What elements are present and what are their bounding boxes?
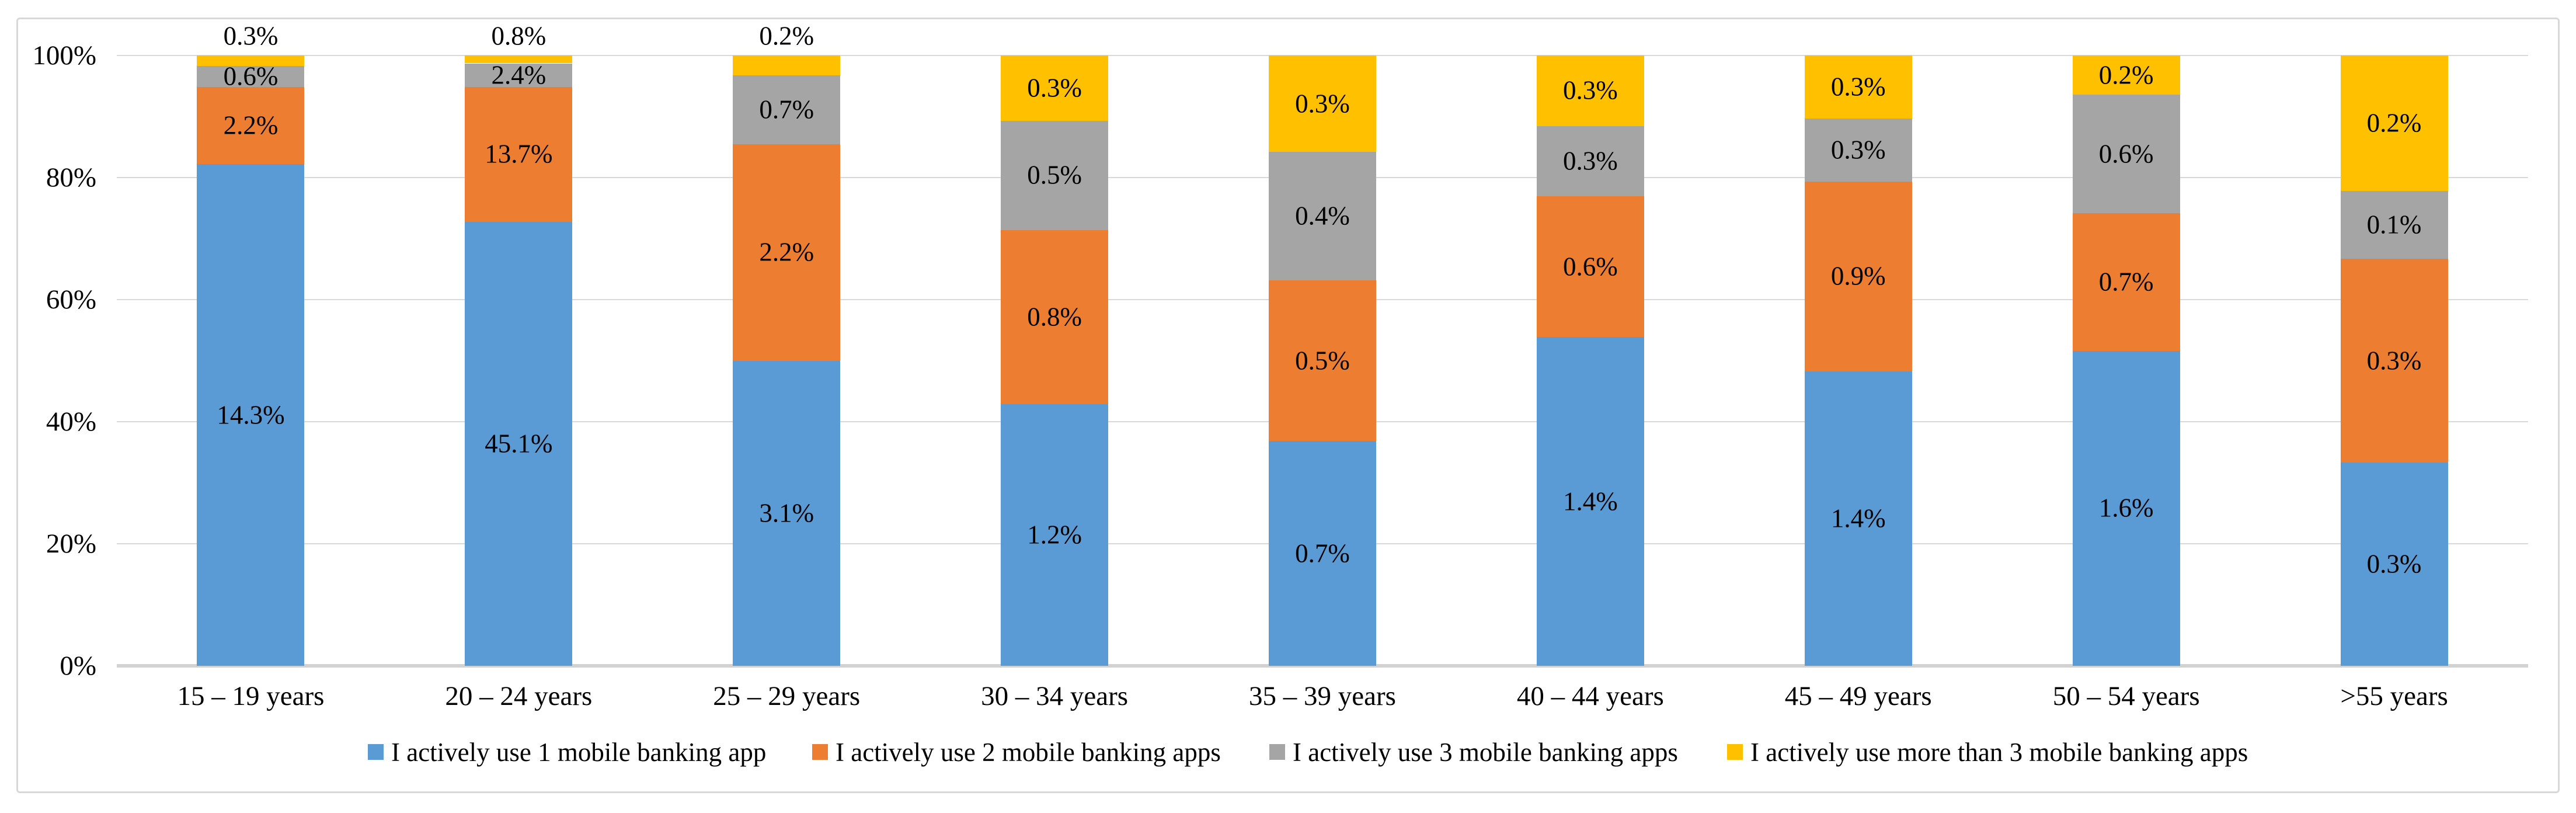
data-label-series1-35 – 39 years: 0.7% bbox=[1295, 538, 1350, 568]
x-tick-label-35 – 39 years: 35 – 39 years bbox=[1249, 681, 1396, 711]
bar-segment-series4-40 – 44 years bbox=[1536, 55, 1644, 126]
data-label-series1-40 – 44 years: 1.4% bbox=[1563, 487, 1618, 516]
bar-segment-series1-45 – 49 years bbox=[1804, 371, 1912, 666]
x-axis: 15 – 19 years 20 – 24 years 25 – 29 years 3… bbox=[117, 681, 2528, 716]
bar-segment-series3->55 years bbox=[2340, 191, 2448, 259]
data-label-series4-40 – 44 years: 0.3% bbox=[1563, 75, 1618, 105]
bar-segment-series3-15 – 19 years bbox=[197, 66, 305, 88]
bar-segment-series2-25 – 29 years bbox=[733, 144, 841, 361]
data-label-series3->55 years: 0.1% bbox=[2366, 210, 2422, 239]
bar-segment-series1-25 – 29 years bbox=[733, 360, 841, 666]
bar-segment-series3-25 – 29 years bbox=[733, 75, 841, 144]
bar-segment-series2-40 – 44 years bbox=[1536, 196, 1644, 338]
data-label-outside-20 – 24 years: 0.8% bbox=[491, 21, 546, 51]
data-label-series2-20 – 24 years: 13.7% bbox=[485, 139, 553, 169]
x-tick-label-40 – 44 years: 40 – 44 years bbox=[1516, 681, 1664, 711]
data-label-series1-50 – 54 years: 1.6% bbox=[2098, 493, 2154, 523]
data-label-series2-45 – 49 years: 0.9% bbox=[1830, 261, 1886, 291]
bar-segment-series1-35 – 39 years bbox=[1269, 441, 1376, 666]
bar-segment-series3-20 – 24 years bbox=[465, 63, 573, 87]
data-label-series1-30 – 34 years: 1.2% bbox=[1027, 520, 1082, 550]
bar-segment-series3-40 – 44 years bbox=[1536, 126, 1644, 197]
y-tick-label-20%: 20% bbox=[46, 529, 96, 559]
bar-segment-series4-45 – 49 years bbox=[1804, 55, 1912, 119]
bar-segment-series4-25 – 29 years bbox=[733, 55, 841, 75]
x-tick-label-20 – 24 years: 20 – 24 years bbox=[445, 681, 593, 711]
bar-segment-series4-20 – 24 years bbox=[465, 55, 573, 64]
data-label-series4-30 – 34 years: 0.3% bbox=[1027, 73, 1082, 103]
x-tick-label-45 – 49 years: 45 – 49 years bbox=[1784, 681, 1932, 711]
data-label-series1-25 – 29 years: 3.1% bbox=[759, 498, 814, 528]
bar-segment-series2-20 – 24 years bbox=[465, 86, 573, 222]
data-label-series2-50 – 54 years: 0.7% bbox=[2098, 267, 2154, 297]
bar-segment-series4->55 years bbox=[2340, 55, 2448, 192]
data-label-series1-45 – 49 years: 1.4% bbox=[1830, 503, 1886, 533]
bar-segment-series2-50 – 54 years bbox=[2072, 213, 2180, 351]
data-label-outside-25 – 29 years: 0.2% bbox=[759, 21, 814, 51]
x-axis-line bbox=[117, 664, 2528, 668]
data-label-series2-40 – 44 years: 0.6% bbox=[1563, 252, 1618, 282]
data-label-series3-50 – 54 years: 0.6% bbox=[2098, 139, 2154, 169]
bar-segment-series1-50 – 54 years bbox=[2072, 350, 2180, 666]
data-label-series2-15 – 19 years: 2.2% bbox=[223, 110, 279, 140]
data-label-series3-25 – 29 years: 0.7% bbox=[759, 95, 814, 124]
bar-segment-series3-30 – 34 years bbox=[1001, 120, 1109, 230]
bar-segment-series4-30 – 34 years bbox=[1001, 55, 1109, 121]
y-tick-label-40%: 40% bbox=[46, 406, 96, 437]
bar-segment-series2-45 – 49 years bbox=[1804, 182, 1912, 371]
plot-area: 14.3% 2.2% 0.6% 0.3% 45.1% 13.7% 2.4% 0.8% 3.1% 2… bbox=[117, 23, 2528, 668]
data-label-series3-30 – 34 years: 0.5% bbox=[1027, 160, 1082, 190]
bar-segment-series2-30 – 34 years bbox=[1001, 230, 1109, 405]
bar-segment-series4-15 – 19 years bbox=[197, 55, 305, 67]
bar-segment-series1-40 – 44 years bbox=[1536, 337, 1644, 666]
data-label-series3-20 – 24 years: 2.4% bbox=[491, 60, 546, 90]
data-label-series2-35 – 39 years: 0.5% bbox=[1295, 346, 1350, 375]
data-label-series3-40 – 44 years: 0.3% bbox=[1563, 146, 1618, 176]
data-label-series1->55 years: 0.3% bbox=[2366, 549, 2422, 579]
bar-segment-series3-45 – 49 years bbox=[1804, 119, 1912, 182]
data-label-series4->55 years: 0.2% bbox=[2366, 108, 2422, 138]
bar-segment-series1-20 – 24 years bbox=[465, 221, 573, 666]
x-tick-label-15 – 19 years: 15 – 19 years bbox=[177, 681, 325, 711]
data-label-series3-45 – 49 years: 0.3% bbox=[1830, 135, 1886, 165]
bar-segment-series3-35 – 39 years bbox=[1269, 152, 1376, 280]
data-label-series4-35 – 39 years: 0.3% bbox=[1295, 89, 1350, 118]
y-tick-label-80%: 80% bbox=[46, 162, 96, 193]
y-tick-label-60%: 60% bbox=[46, 284, 96, 315]
data-label-outside-15 – 19 years: 0.3% bbox=[223, 21, 279, 51]
x-tick-label->55 years: >55 years bbox=[2340, 681, 2448, 711]
bar-segment-series4-50 – 54 years bbox=[2072, 55, 2180, 95]
data-label-series2->55 years: 0.3% bbox=[2366, 346, 2422, 375]
y-tick-label-100%: 100% bbox=[32, 40, 96, 71]
data-label-series2-30 – 34 years: 0.8% bbox=[1027, 302, 1082, 332]
bar-segment-series2-35 – 39 years bbox=[1269, 280, 1376, 441]
y-tick-label-0%: 0% bbox=[60, 651, 96, 681]
data-label-series2-25 – 29 years: 2.2% bbox=[759, 237, 814, 267]
x-tick-label-25 – 29 years: 25 – 29 years bbox=[713, 681, 861, 711]
bar-segment-series1->55 years bbox=[2340, 462, 2448, 666]
bar-segment-series2->55 years bbox=[2340, 259, 2448, 463]
chart-frame-border bbox=[16, 18, 2560, 793]
data-label-series3-15 – 19 years: 0.6% bbox=[223, 61, 279, 91]
bar-segment-series3-50 – 54 years bbox=[2072, 95, 2180, 213]
bar-segment-series1-30 – 34 years bbox=[1001, 404, 1109, 666]
data-label-series4-50 – 54 years: 0.2% bbox=[2098, 60, 2154, 90]
x-tick-label-30 – 34 years: 30 – 34 years bbox=[981, 681, 1129, 711]
x-tick-label-50 – 54 years: 50 – 54 years bbox=[2052, 681, 2200, 711]
data-label-series1-15 – 19 years: 14.3% bbox=[217, 400, 285, 430]
data-label-series4-45 – 49 years: 0.3% bbox=[1830, 72, 1886, 102]
data-label-series1-20 – 24 years: 45.1% bbox=[485, 429, 553, 458]
bar-segment-series4-35 – 39 years bbox=[1269, 55, 1376, 152]
bar-segment-series1-15 – 19 years bbox=[197, 164, 305, 666]
bar-segment-series2-15 – 19 years bbox=[197, 87, 305, 165]
y-axis: 0% 20% 40% 60% 80% 100% bbox=[0, 40, 96, 681]
data-label-series3-35 – 39 years: 0.4% bbox=[1295, 201, 1350, 231]
